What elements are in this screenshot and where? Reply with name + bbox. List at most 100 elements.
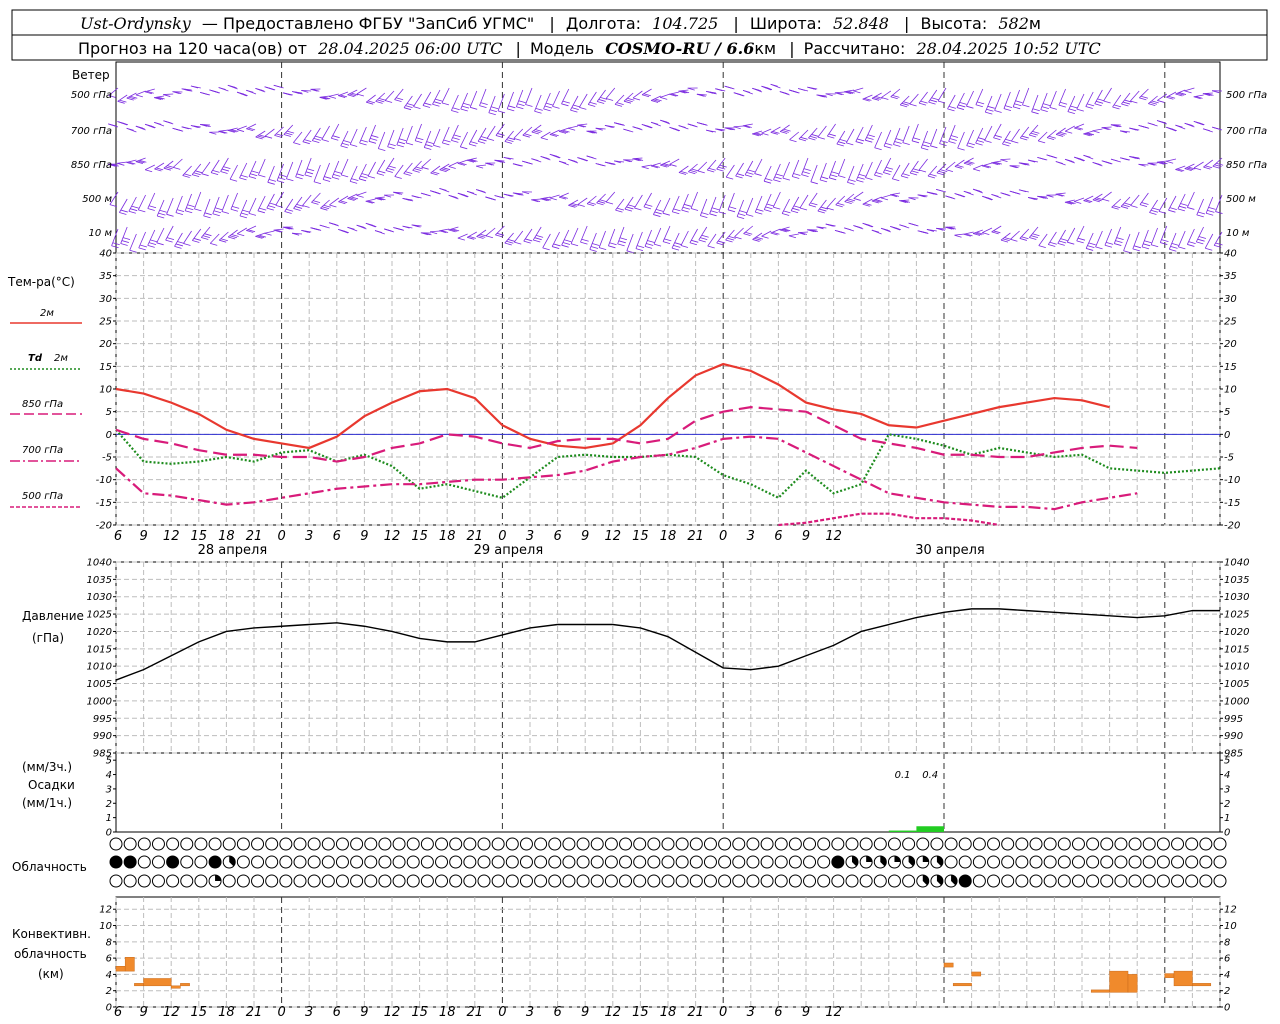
- wind-barb-feather: [378, 170, 386, 174]
- wind-barb: [956, 92, 965, 108]
- wind-barb-feather: [479, 233, 488, 237]
- wind-barb-feather: [237, 233, 245, 237]
- wind-barb-feather: [274, 135, 282, 138]
- wind-barb-feather: [781, 228, 789, 232]
- wind-barb-feather: [1150, 209, 1159, 213]
- wind-barb: [733, 125, 744, 128]
- wind-barb-feather: [1021, 236, 1029, 240]
- wind-barb-feather: [360, 175, 368, 179]
- wind-barb-feather: [525, 104, 533, 107]
- cloud-cover-symbol: [321, 855, 335, 869]
- wind-barb: [680, 230, 689, 246]
- wind-barb-feather: [1086, 103, 1095, 107]
- wind-barb-feather: [918, 169, 927, 173]
- wind-barb-feather: [1094, 198, 1102, 202]
- wind-barb: [264, 128, 275, 137]
- wind-barb-feather: [650, 165, 659, 169]
- cloud-cover-symbol: [788, 855, 802, 869]
- wind-barb-feather: [1046, 194, 1054, 198]
- cloud-cover-symbol: [392, 837, 406, 851]
- wind-barb: [893, 127, 901, 145]
- wind-barb: [558, 192, 569, 198]
- wind-barb-feather: [128, 210, 136, 214]
- cloud-cover-symbol: [661, 837, 675, 851]
- cloud-cover-symbol: [930, 837, 944, 851]
- cloud-cover-symbol: [689, 855, 703, 869]
- wind-barb-feather: [157, 215, 165, 219]
- x-tick-label: 18: [439, 529, 456, 544]
- wind-barb-feather: [468, 159, 476, 163]
- ytick-left-temp: 40: [99, 249, 112, 260]
- wind-barb-feather: [258, 234, 267, 238]
- wind-barb: [948, 124, 956, 142]
- wind-barb: [266, 193, 275, 209]
- wind-barb: [1012, 89, 1020, 107]
- wind-barb-feather: [1213, 127, 1222, 131]
- wind-barb-feather: [383, 194, 392, 198]
- series-pressure: [115, 608, 1220, 681]
- wind-barb-feather: [764, 87, 773, 90]
- wind-barb: [375, 92, 386, 102]
- wind-barb-feather: [1085, 199, 1093, 203]
- wind-barb: [403, 162, 413, 174]
- ytick-left-prec: 2: [106, 799, 112, 810]
- wind-barb-feather: [387, 146, 395, 150]
- ytick-right-pres: 1025: [1224, 610, 1249, 621]
- wind-barb: [135, 90, 146, 96]
- model-name: COSMO-RU / 6.6: [605, 39, 754, 58]
- wind-barb-feather: [561, 244, 569, 248]
- ytick-left-temp: -15: [96, 498, 112, 509]
- wind-barb-feather: [783, 128, 791, 132]
- cloud-cover-symbol: [123, 874, 137, 888]
- wind-barb-feather: [1110, 124, 1119, 128]
- wind-barb-feather: [965, 233, 973, 237]
- wind-barb-feather: [549, 134, 558, 137]
- wind-barb: [808, 127, 818, 139]
- wind-barb-feather: [394, 176, 402, 179]
- wind-barb: [144, 164, 155, 171]
- wind-barb-feather: [1094, 162, 1102, 166]
- wind-barb-feather: [369, 224, 377, 228]
- wind-barb: [349, 165, 358, 182]
- x-tick-label: 3: [305, 1005, 313, 1020]
- wind-barb: [166, 197, 174, 215]
- wind-barb: [982, 162, 993, 167]
- cloud-cover-symbol: [378, 874, 392, 888]
- wind-barb: [394, 164, 404, 177]
- wind-barb-feather: [286, 178, 294, 182]
- wind-barb: [495, 225, 505, 236]
- wind-barb: [1148, 95, 1158, 104]
- wind-barb-feather: [425, 144, 433, 147]
- wind-barb: [295, 159, 303, 177]
- cloud-cover-symbol: [774, 874, 788, 888]
- wind-barb: [1101, 126, 1112, 129]
- wind-barb: [819, 162, 827, 180]
- wind-barb: [817, 125, 827, 138]
- wind-barb: [543, 92, 551, 110]
- precip-label: 0.1: [895, 770, 911, 781]
- wind-barb: [430, 230, 441, 233]
- wind-barb-feather: [283, 134, 291, 137]
- wind-barb: [690, 191, 698, 209]
- legend-t2m-label: 2м: [40, 308, 54, 319]
- wind-barb-feather: [411, 195, 419, 199]
- wind-barb: [194, 191, 202, 209]
- wind-barb-feather: [321, 206, 330, 210]
- cloud-cover-fill: [124, 856, 137, 868]
- wind-barb-feather: [755, 236, 764, 240]
- wind-barb-feather: [1041, 106, 1050, 110]
- wind-barb: [577, 197, 588, 205]
- cloud-cover-symbol: [435, 874, 449, 888]
- cloud-cover-symbol: [463, 855, 477, 869]
- wind-barb: [773, 163, 781, 180]
- cloud-cover-symbol: [449, 855, 463, 869]
- cloud-cover-symbol: [703, 874, 717, 888]
- wind-barb-feather: [192, 240, 200, 243]
- wind-barb-feather: [1151, 244, 1159, 248]
- wind-barb-feather: [1018, 189, 1027, 193]
- wind-barb-feather: [864, 97, 872, 101]
- day-label: 30 апреля: [915, 543, 985, 558]
- wind-barb-feather: [919, 194, 927, 198]
- precip-chart: 0 01 12 23 34 45 50.1 0.4: [106, 756, 1231, 839]
- ytick-right-conv: 0: [1224, 1003, 1230, 1014]
